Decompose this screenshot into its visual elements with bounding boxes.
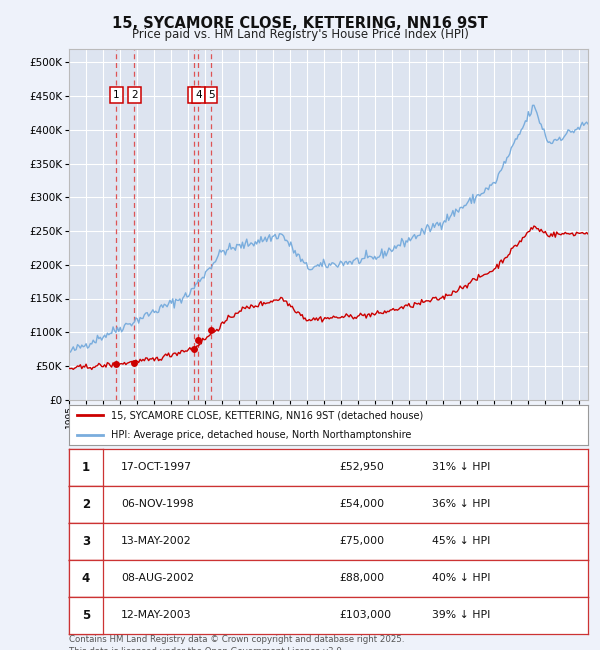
Text: 1: 1 [82,460,90,473]
Text: 3: 3 [191,90,197,99]
Text: 08-AUG-2002: 08-AUG-2002 [121,573,194,583]
Text: 31% ↓ HPI: 31% ↓ HPI [432,462,491,472]
Text: £103,000: £103,000 [339,610,391,620]
Text: 4: 4 [82,572,90,585]
Text: 5: 5 [82,608,90,621]
Text: 2: 2 [82,498,90,511]
Text: 13-MAY-2002: 13-MAY-2002 [121,536,191,546]
Text: £88,000: £88,000 [339,573,384,583]
Text: £54,000: £54,000 [339,499,384,509]
Text: 15, SYCAMORE CLOSE, KETTERING, NN16 9ST (detached house): 15, SYCAMORE CLOSE, KETTERING, NN16 9ST … [110,410,423,420]
Text: 40% ↓ HPI: 40% ↓ HPI [432,573,491,583]
Text: 2: 2 [131,90,137,99]
Text: £52,950: £52,950 [339,462,384,472]
Text: HPI: Average price, detached house, North Northamptonshire: HPI: Average price, detached house, Nort… [110,430,411,440]
Text: 1: 1 [113,90,120,99]
Text: 36% ↓ HPI: 36% ↓ HPI [432,499,491,509]
Text: 45% ↓ HPI: 45% ↓ HPI [432,536,491,546]
Text: This data is licensed under the Open Government Licence v3.0.: This data is licensed under the Open Gov… [69,647,344,650]
Text: 06-NOV-1998: 06-NOV-1998 [121,499,194,509]
Text: 17-OCT-1997: 17-OCT-1997 [121,462,192,472]
Text: Price paid vs. HM Land Registry's House Price Index (HPI): Price paid vs. HM Land Registry's House … [131,28,469,41]
Text: 15, SYCAMORE CLOSE, KETTERING, NN16 9ST: 15, SYCAMORE CLOSE, KETTERING, NN16 9ST [112,16,488,31]
Text: 39% ↓ HPI: 39% ↓ HPI [432,610,491,620]
Text: 3: 3 [82,534,90,547]
Text: 5: 5 [208,90,215,99]
Text: 12-MAY-2003: 12-MAY-2003 [121,610,191,620]
Text: 4: 4 [195,90,202,99]
Text: Contains HM Land Registry data © Crown copyright and database right 2025.: Contains HM Land Registry data © Crown c… [69,635,404,644]
Text: £75,000: £75,000 [339,536,384,546]
